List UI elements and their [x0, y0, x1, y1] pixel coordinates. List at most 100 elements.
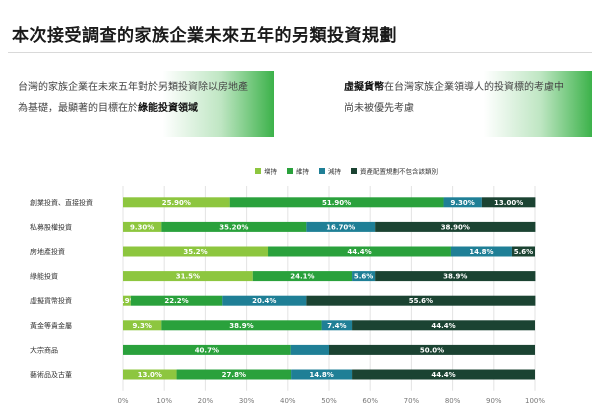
- legend-label: 增持: [264, 167, 278, 176]
- bar-segment: [268, 246, 451, 257]
- data-label: 9.3%: [132, 322, 151, 330]
- data-label: 22.2%: [164, 297, 188, 305]
- data-label: 35.20%: [219, 223, 248, 231]
- bar-segment: [511, 246, 535, 257]
- data-label: 13.00%: [494, 199, 523, 207]
- bar-segment: [161, 320, 322, 331]
- bar-segment: [123, 197, 230, 208]
- data-label: 5.6%: [354, 273, 373, 281]
- data-label: 31.5%: [176, 273, 200, 281]
- data-label: 55.6%: [409, 297, 433, 305]
- legend-label: 資產配置規劃不包含該類別: [360, 167, 438, 176]
- bar-segment: [306, 295, 536, 306]
- data-label: 25.90%: [162, 199, 191, 207]
- bar-segment: [375, 221, 536, 232]
- data-label: 20.4%: [252, 297, 276, 305]
- category-label: 創業投資、直接投資: [30, 198, 93, 207]
- title-divider: [8, 52, 592, 53]
- category-label: 虛擬貨幣投資: [30, 296, 72, 305]
- x-tick-label: 20%: [198, 397, 214, 404]
- callout-left-highlight: 綠能投資領域: [138, 103, 198, 114]
- callout-right: 虛擬貨幣在台灣家族企業領導人的投資標的考慮中 尚未被優先考慮: [334, 71, 592, 137]
- bar-segment: [450, 246, 512, 257]
- x-tick-label: 70%: [404, 397, 420, 404]
- x-tick-label: 80%: [445, 397, 461, 404]
- bar-segment: [252, 271, 353, 282]
- chart-bars: 創業投資、直接投資 25.90% 51.90% 9.30% 13.00% 私募股權投資 9.…: [30, 197, 536, 380]
- legend-label: 維持: [296, 167, 310, 176]
- bar-segment: [321, 320, 353, 331]
- data-label: 14.8%: [309, 371, 333, 379]
- stacked-bar-chart: 增持 維持 減持 資產配置規劃不包含該類別 創業投資、直接投資 25.90% 51.90%…: [30, 167, 545, 404]
- data-label: 27.8%: [222, 371, 246, 379]
- category-label: 藝術品及古董: [30, 370, 72, 379]
- data-label: 35.2%: [183, 248, 207, 256]
- data-label: 38.9%: [229, 322, 253, 330]
- bar-segment: [352, 271, 376, 282]
- data-label: 44.4%: [431, 322, 455, 330]
- callout-right-line1: 虛擬貨幣在台灣家族企業領導人的投資標的考慮中: [344, 77, 582, 98]
- data-label: 44.4%: [431, 371, 455, 379]
- bar-segment: [229, 197, 444, 208]
- bar-segment: [123, 295, 131, 306]
- bar-segment: [176, 369, 292, 380]
- data-label: 9.30%: [451, 199, 475, 207]
- bar-segment: [352, 369, 535, 380]
- bar-segment: [130, 295, 223, 306]
- bar-segment: [123, 369, 177, 380]
- data-label: 38.9%: [443, 273, 467, 281]
- category-label: 房地產投資: [30, 247, 65, 256]
- bar-segment: [123, 221, 162, 232]
- bar-segment: [481, 197, 536, 208]
- category-label: 綠能投資: [30, 272, 58, 281]
- x-tick-label: 90%: [486, 397, 502, 404]
- legend-label: 減持: [328, 167, 342, 176]
- callout-left-line2: 為基礎，最顯著的目標在於綠能投資領域: [18, 98, 264, 119]
- x-tick-label: 50%: [321, 397, 337, 404]
- data-label: 51.90%: [322, 199, 351, 207]
- x-tick-label: 0%: [117, 397, 128, 404]
- data-label: 13.0%: [138, 371, 162, 379]
- bar-segment: [352, 320, 535, 331]
- x-tick-label: 30%: [239, 397, 255, 404]
- callout-right-highlight: 虛擬貨幣: [344, 82, 384, 93]
- bar-segment: [123, 271, 253, 282]
- bar-segment: [222, 295, 307, 306]
- x-tick-label: 60%: [362, 397, 378, 404]
- callout-left-line2-prefix: 為基礎，最顯著的目標在於: [18, 103, 138, 114]
- bar-segment: [123, 246, 269, 257]
- bar-segment: [161, 221, 307, 232]
- callout-left-line1: 台灣的家族企業在未來五年對於另類投資除以房地產: [18, 82, 248, 93]
- bar-segment: [123, 344, 291, 355]
- bar-segment: [329, 344, 535, 355]
- data-label: 14.8%: [469, 248, 493, 256]
- data-label: 50.0%: [420, 346, 444, 354]
- data-label: 38.90%: [441, 223, 470, 231]
- data-label: 24.1%: [290, 273, 314, 281]
- callout-right-line2: 尚未被優先考慮: [344, 103, 414, 114]
- bar-segment: [443, 197, 482, 208]
- bar-segment: [306, 221, 376, 232]
- x-tick-label: 100%: [525, 397, 545, 404]
- bar-segment: [291, 369, 353, 380]
- category-label: 大宗商品: [30, 345, 58, 354]
- category-label: 私募股權投資: [30, 222, 72, 231]
- x-tick-label: 40%: [280, 397, 296, 404]
- x-tick-label: 10%: [156, 397, 172, 404]
- data-label: 5.6%: [514, 248, 533, 256]
- x-axis: 0% 10% 20% 30% 40% 50% 60% 70% 80% 90% 100%: [117, 397, 545, 404]
- data-label: 7.4%: [327, 322, 346, 330]
- chart-grid: [122, 186, 536, 391]
- data-label: 1.9%: [117, 297, 136, 305]
- legend-swatch: [351, 168, 357, 174]
- chart-legend: 增持 維持 減持 資產配置規劃不包含該類別: [255, 167, 438, 176]
- page-title: 本次接受調查的家族企業未來五年的另類投資規劃: [12, 26, 397, 46]
- data-label: 44.4%: [347, 248, 371, 256]
- bar-segment: [375, 271, 536, 282]
- bar-segment: [123, 320, 162, 331]
- data-label: 40.7%: [195, 346, 219, 354]
- data-label: 16.70%: [326, 223, 355, 231]
- legend-swatch: [319, 168, 325, 174]
- legend-swatch: [287, 168, 293, 174]
- data-label: 9.30%: [130, 223, 154, 231]
